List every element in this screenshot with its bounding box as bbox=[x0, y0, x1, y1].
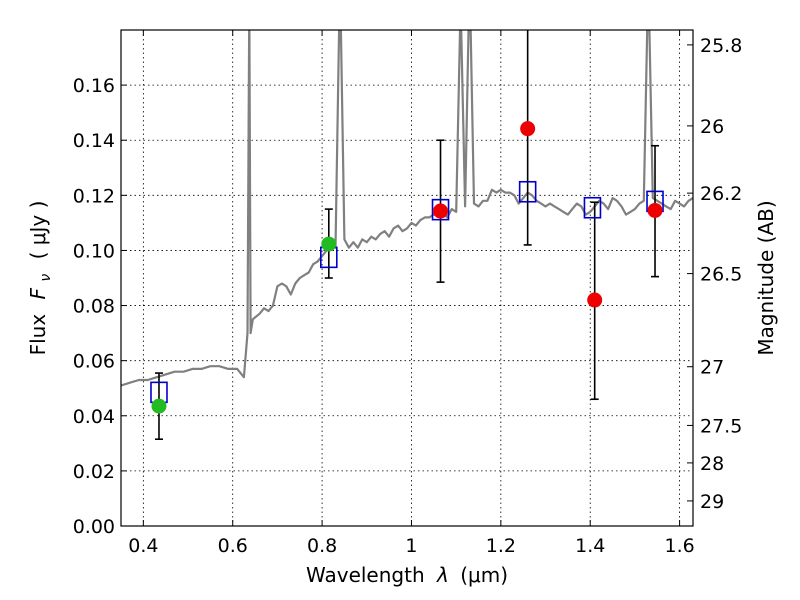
y2-tick-label: 26 bbox=[700, 116, 724, 138]
y-tick-label: 0.10 bbox=[73, 240, 115, 262]
y-tick-label: 0.16 bbox=[73, 75, 115, 97]
model-photometry-box bbox=[518, 180, 537, 203]
y-tick-label: 0.08 bbox=[73, 296, 115, 318]
x-tick-label: 1 bbox=[405, 535, 417, 557]
model-photometry-box bbox=[583, 196, 602, 219]
x-tick-label: 0.6 bbox=[218, 535, 248, 557]
red-data-point bbox=[520, 121, 536, 137]
y2-tick-label: 27 bbox=[700, 357, 724, 379]
model-spectrum-line bbox=[121, 30, 693, 387]
y2-tick-label: 27.5 bbox=[700, 415, 742, 437]
axis-ticks: 0.4 0.6 0.8 1 1.2 1.4 1.6 0.00 0.02 0.04 0.06 0.08 0… bbox=[73, 30, 742, 557]
y-tick-label: 0.12 bbox=[73, 185, 115, 207]
green-data-point bbox=[321, 236, 337, 252]
x-tick-label: 1.6 bbox=[664, 535, 694, 557]
y2-tick-label: 25.8 bbox=[700, 35, 742, 57]
plot-frame bbox=[120, 29, 694, 527]
x-axis-title-symbol: λ bbox=[436, 563, 449, 587]
y2-axis-title: Magnitude (AB) bbox=[754, 200, 778, 355]
red-data-point bbox=[433, 203, 449, 219]
x-axis-title-unit: (μm) bbox=[460, 563, 508, 587]
y-tick-label: 0.06 bbox=[73, 351, 115, 373]
model-photometry-box bbox=[431, 198, 450, 221]
model-photometry-layer bbox=[150, 180, 664, 404]
green-data-point bbox=[151, 398, 167, 414]
y2-tick-label: 26.5 bbox=[700, 264, 742, 286]
red-data-point bbox=[647, 202, 663, 218]
x-axis-title-prefix: Wavelength bbox=[306, 563, 425, 587]
y-tick-label: 0.00 bbox=[73, 516, 115, 538]
y2-tick-label: 28 bbox=[700, 453, 724, 475]
observed-points-layer bbox=[151, 121, 663, 414]
x-tick-label: 1.2 bbox=[486, 535, 516, 557]
red-data-point bbox=[587, 292, 603, 308]
x-tick-label: 0.8 bbox=[307, 535, 337, 557]
y-axis-title-symbol: F bbox=[26, 287, 50, 299]
y-tick-label: 0.02 bbox=[73, 461, 115, 483]
y2-tick-label: 29 bbox=[700, 491, 724, 513]
model-spectrum-layer bbox=[121, 30, 693, 387]
y-axis-title: Flux F ν ( μJy ) bbox=[26, 201, 55, 356]
x-tick-label: 1.4 bbox=[575, 535, 605, 557]
y-axis-title-subscript: ν bbox=[38, 274, 54, 282]
y-tick-label: 0.04 bbox=[73, 406, 115, 428]
y-axis-title-prefix: Flux bbox=[26, 314, 50, 356]
y2-tick-label: 26.2 bbox=[700, 183, 742, 205]
y-axis-title-unit: ( μJy ) bbox=[26, 201, 50, 260]
x-tick-label: 0.4 bbox=[128, 535, 158, 557]
y-tick-label: 0.14 bbox=[73, 130, 115, 152]
grid-lines bbox=[121, 30, 693, 526]
x-axis-title: Wavelength λ (μm) bbox=[306, 563, 508, 587]
